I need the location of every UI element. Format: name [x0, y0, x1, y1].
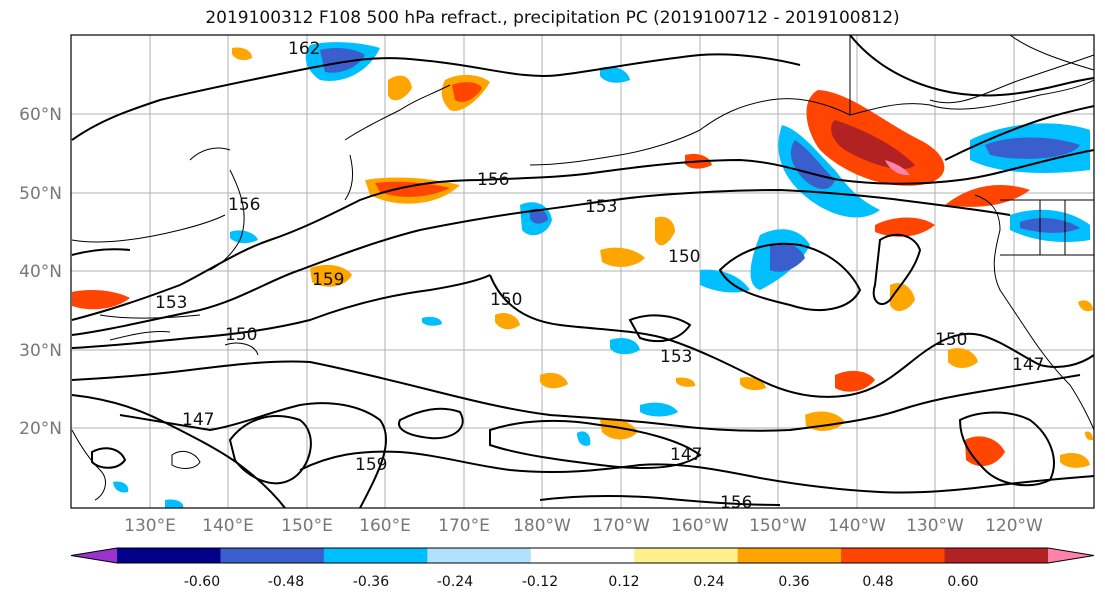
coastlines — [71, 34, 1095, 501]
contour-label: 150 — [935, 330, 967, 350]
lon-label: 180°W — [513, 516, 571, 536]
contour-label: 150 — [225, 325, 257, 345]
contour-label: 150 — [668, 247, 700, 267]
colorbar-tick-label: 0.12 — [608, 574, 639, 590]
colorbar-segment — [944, 548, 1049, 563]
colorbar-extend-low — [71, 548, 117, 563]
colorbar-tick-label: -0.12 — [522, 574, 558, 590]
colorbar-tick-label: -0.60 — [184, 574, 220, 590]
lon-label: 120°W — [985, 516, 1043, 536]
contour-label: 153 — [155, 293, 187, 313]
colorbar-tick-label: -0.24 — [437, 574, 473, 590]
lon-label: 140°W — [828, 516, 886, 536]
lon-label: 170°E — [438, 516, 490, 536]
lon-label: 160°E — [359, 516, 411, 536]
colorbar-tick-label: -0.48 — [268, 574, 304, 590]
lon-label: 140°E — [202, 516, 254, 536]
contour-label: 162 — [288, 39, 320, 59]
colorbar-tick-label: 0.24 — [693, 574, 724, 590]
colorbar-segment — [737, 548, 842, 563]
lat-label: 50°N — [19, 184, 62, 204]
colorbar-outline — [70, 547, 1095, 564]
lon-label: 130°E — [124, 516, 176, 536]
colorbar-segment — [841, 548, 946, 563]
contour-label: 156 — [720, 493, 752, 513]
colorbar-tick-label: -0.36 — [353, 574, 389, 590]
contour-label: 147 — [670, 445, 702, 465]
contour-label: 153 — [660, 347, 692, 367]
map-area: 162 156 153 150 147 159 150 153 156 150 … — [70, 34, 1095, 513]
colorbar-segment — [427, 548, 532, 563]
colorbar-tick-label: 0.60 — [947, 574, 978, 590]
lon-label: 150°W — [749, 516, 807, 536]
longitude-labels: 130°E 140°E 150°E 160°E 170°E 180°W 170°… — [124, 516, 1043, 536]
map-frame — [70, 34, 1095, 509]
colorbar-extend-high — [1048, 548, 1094, 563]
lat-label: 40°N — [19, 262, 62, 282]
colorbar-segment — [220, 548, 325, 563]
contour-label: 150 — [490, 290, 522, 310]
colorbar-segment — [530, 548, 635, 563]
contour-label: 156 — [477, 170, 509, 190]
lat-label: 20°N — [19, 419, 62, 439]
contour-label: 159 — [355, 455, 387, 475]
lon-label: 160°W — [671, 516, 729, 536]
lon-label: 170°W — [592, 516, 650, 536]
colorbar-segment — [323, 548, 428, 563]
lon-label: 150°E — [281, 516, 333, 536]
contour-label: 153 — [585, 197, 617, 217]
latitude-labels: 60°N 50°N 40°N 30°N 20°N — [19, 105, 62, 439]
colorbar-segment — [117, 548, 221, 563]
map-title: 2019100312 F108 500 hPa refract., precip… — [205, 8, 900, 28]
contour-label: 147 — [182, 410, 214, 430]
colorbar-tick-label: 0.36 — [778, 574, 809, 590]
contour-label: 159 — [312, 270, 344, 290]
lat-label: 30°N — [19, 341, 62, 361]
lon-label: 130°W — [906, 516, 964, 536]
contour-label: 156 — [228, 195, 260, 215]
colorbar-tick-label: 0.48 — [862, 574, 893, 590]
contour-label: 147 — [1012, 355, 1044, 375]
colorbar-tick-labels: -0.60 -0.48 -0.36 -0.24 -0.12 0.12 0.24 … — [184, 574, 979, 590]
refractivity-contours — [71, 34, 1095, 509]
colorbar — [70, 547, 1095, 564]
colorbar-segment — [634, 548, 739, 563]
lat-label: 60°N — [19, 105, 62, 125]
